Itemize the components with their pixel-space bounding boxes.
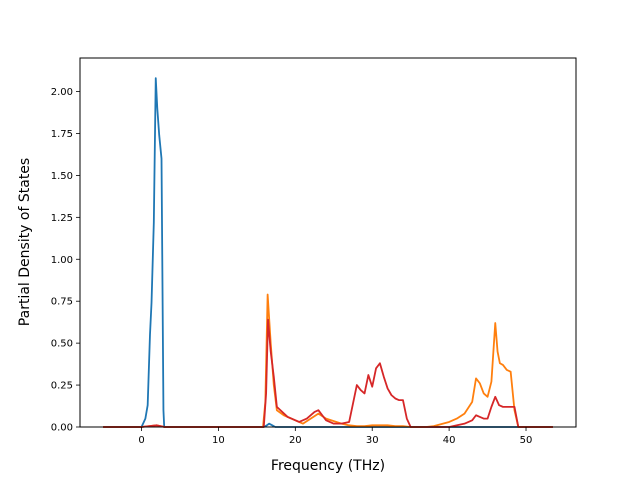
y-tick-label: 0.50 bbox=[51, 339, 73, 350]
y-tick-label: 1.00 bbox=[51, 255, 73, 266]
x-tick-label: 50 bbox=[520, 435, 533, 446]
x-tick-label: 0 bbox=[138, 435, 144, 446]
x-tick-label: 10 bbox=[212, 435, 225, 446]
y-tick-label: 0.00 bbox=[51, 423, 73, 434]
series-layer bbox=[103, 77, 553, 428]
y-axis-label: Partial Density of States bbox=[17, 158, 33, 326]
y-tick-label: 2.00 bbox=[51, 87, 73, 98]
y-tick-label: 0.25 bbox=[51, 381, 73, 392]
y-ticks: 0.00 0.25 0.50 0.75 1.00 1.25 1.50 1.75 2.00 bbox=[51, 87, 80, 434]
y-tick-label: 1.25 bbox=[51, 213, 73, 224]
series-line-1 bbox=[103, 77, 553, 428]
y-tick-label: 0.75 bbox=[51, 297, 73, 308]
x-tick-label: 30 bbox=[366, 435, 379, 446]
x-axis-label: Frequency (THz) bbox=[271, 458, 385, 474]
x-ticks: 0 10 20 30 40 50 bbox=[138, 427, 532, 446]
series-line-3 bbox=[103, 318, 553, 428]
axes-frame bbox=[79, 57, 577, 428]
y-tick-label: 1.50 bbox=[51, 171, 73, 182]
series-line-2 bbox=[103, 293, 553, 428]
x-tick-label: 20 bbox=[289, 435, 302, 446]
y-tick-label: 1.75 bbox=[51, 129, 73, 140]
x-tick-label: 40 bbox=[443, 435, 456, 446]
